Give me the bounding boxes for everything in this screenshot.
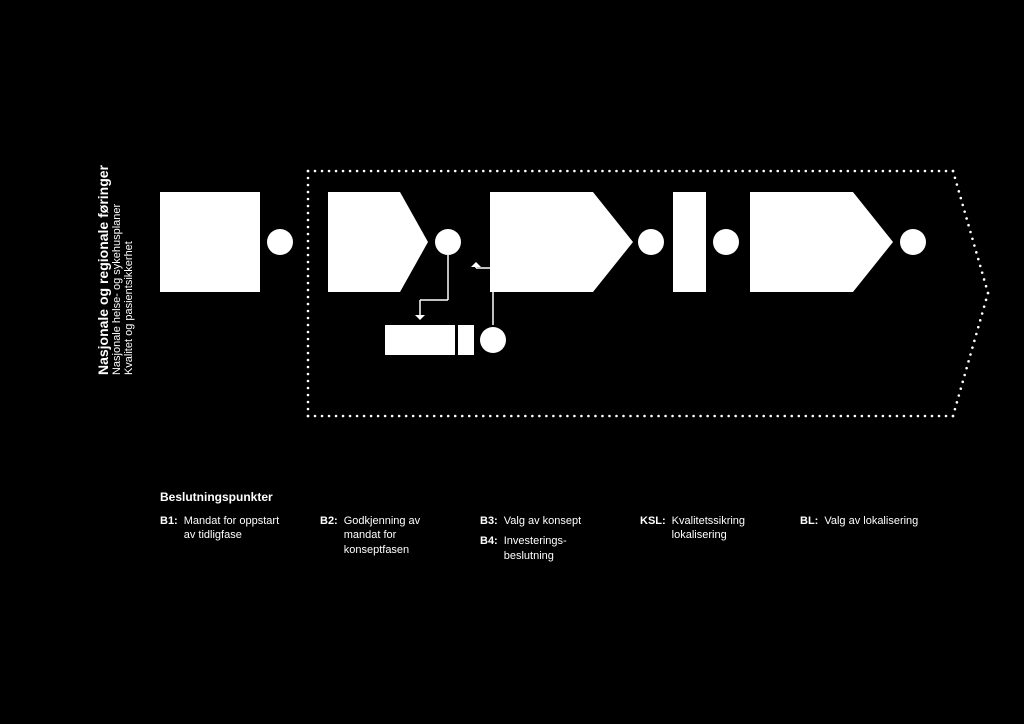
legend-item: B2: Godkjenning av mandat for konseptfase… — [320, 514, 450, 557]
legend-item: B3: Valg av konsept — [480, 514, 610, 528]
legend-text: Kvalitetssikring lokalisering — [672, 514, 770, 543]
legend-text: Valg av lokalisering — [824, 514, 918, 528]
legend-item: BL: Valg av lokalisering — [800, 514, 918, 528]
legend-column: BL: Valg av lokalisering — [800, 514, 918, 563]
legend-text: Investerings-beslutning — [504, 534, 610, 563]
legend-columns: B1: Mandat for oppstart av tidligfase B2: G… — [160, 514, 918, 563]
legend-column: B1: Mandat for oppstart av tidligfase — [160, 514, 290, 563]
legend-key: KSL: — [640, 514, 666, 543]
legend-column: KSL:Kvalitetssikring lokalisering — [640, 514, 770, 563]
flowchart-diagram — [0, 0, 1024, 724]
legend-text: Godkjenning av mandat for konseptfasen — [344, 514, 450, 557]
legend-key: B1: — [160, 514, 178, 543]
legend-item: B4: Investerings-beslutning — [480, 534, 610, 563]
legend-text: Mandat for oppstart av tidligfase — [184, 514, 290, 543]
legend-column: B3: Valg av konsept B4: Investerings-beslut… — [480, 514, 610, 563]
legend-key: B3: — [480, 514, 498, 528]
legend-title: Beslutningspunkter — [160, 490, 918, 504]
legend: Beslutningspunkter B1: Mandat for oppstar… — [160, 490, 918, 563]
legend-column: B2: Godkjenning av mandat for konseptfase… — [320, 514, 450, 563]
legend-key: BL: — [800, 514, 818, 528]
legend-key: B4: — [480, 534, 498, 563]
legend-key: B2: — [320, 514, 338, 557]
legend-item: B1: Mandat for oppstart av tidligfase — [160, 514, 290, 543]
legend-item: KSL:Kvalitetssikring lokalisering — [640, 514, 770, 543]
legend-text: Valg av konsept — [504, 514, 581, 528]
